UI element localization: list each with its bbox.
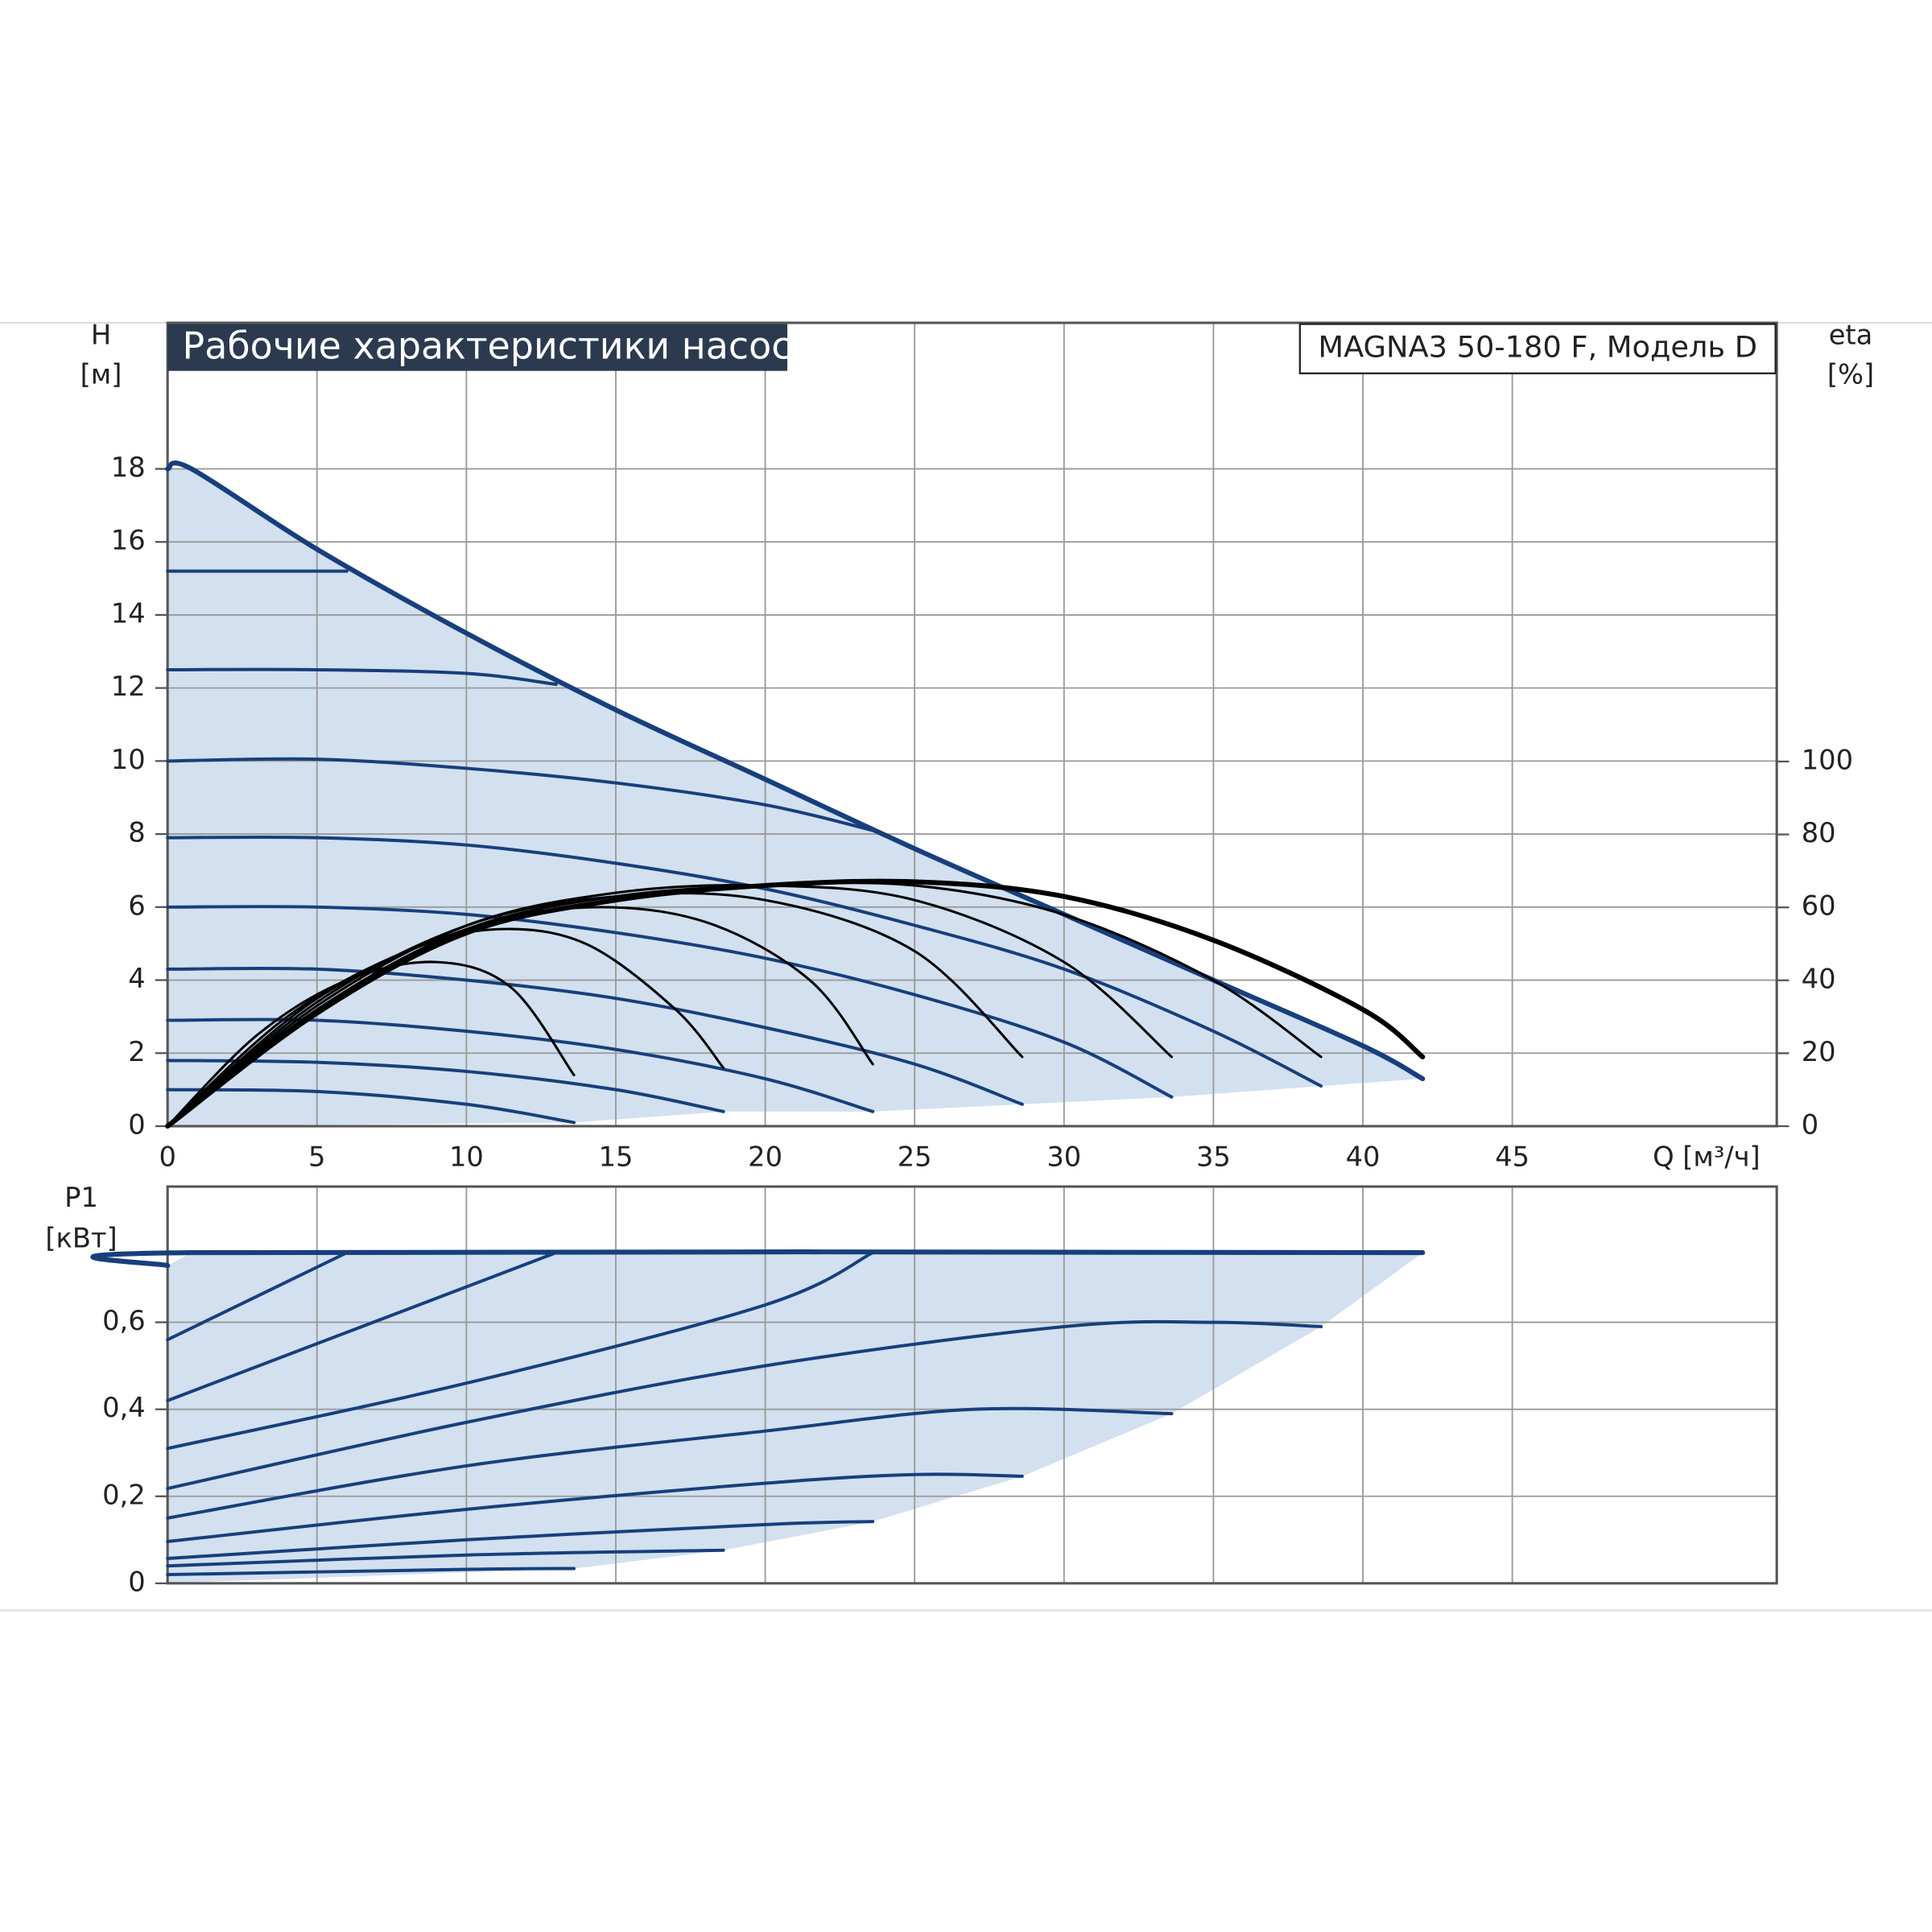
y2-tick-label: 40 bbox=[1802, 963, 1836, 994]
y-tick-label: 0,6 bbox=[102, 1305, 146, 1336]
operating-area bbox=[167, 1253, 1423, 1583]
x-tick-label: 25 bbox=[898, 1141, 932, 1172]
head-curve bbox=[166, 905, 1174, 1099]
y-tick-label: 14 bbox=[111, 597, 146, 629]
y-axis-name: H bbox=[91, 319, 111, 350]
x-tick-label: 35 bbox=[1196, 1141, 1231, 1172]
y2-axis-unit: [%] bbox=[1827, 358, 1874, 390]
y2-tick-label: 0 bbox=[1802, 1108, 1818, 1140]
model-label: MAGNA3 50-180 F, Модель D bbox=[1318, 330, 1757, 365]
y-axis-unit: [кВт] bbox=[45, 1222, 117, 1253]
power-curve bbox=[166, 1251, 558, 1402]
x-tick-label: 20 bbox=[748, 1141, 782, 1172]
head-curve bbox=[166, 1059, 725, 1113]
x-tick-label: 30 bbox=[1046, 1141, 1081, 1172]
y-tick-label: 4 bbox=[128, 963, 145, 994]
power-curve bbox=[166, 1472, 1024, 1543]
x-tick-label: 5 bbox=[308, 1141, 325, 1172]
power-curve bbox=[166, 1548, 725, 1568]
y-axis-unit: [м] bbox=[80, 358, 122, 390]
efficiency-curve bbox=[166, 884, 1173, 1128]
plot-frame bbox=[166, 1185, 1778, 1585]
power-curve bbox=[166, 1319, 1323, 1491]
x-tick-label: 10 bbox=[449, 1141, 484, 1172]
head-curve bbox=[165, 460, 1426, 1082]
y-tick-label: 6 bbox=[128, 890, 145, 921]
head-curve bbox=[166, 1088, 576, 1125]
power-curve bbox=[90, 1249, 1426, 1269]
y-tick-label: 16 bbox=[111, 525, 146, 556]
y2-tick-label: 60 bbox=[1802, 890, 1836, 922]
operating-area bbox=[167, 469, 1423, 1126]
head-curve bbox=[166, 835, 1323, 1088]
head-curve bbox=[166, 966, 1024, 1106]
y-tick-label: 10 bbox=[111, 744, 146, 775]
power-curve bbox=[166, 1251, 349, 1342]
head-curve bbox=[166, 757, 875, 832]
y-axis-name: P1 bbox=[64, 1182, 98, 1213]
model-box bbox=[1298, 323, 1777, 374]
power-curve bbox=[166, 1567, 576, 1577]
y2-tick-label: 20 bbox=[1802, 1036, 1836, 1067]
y-tick-label: 18 bbox=[111, 452, 146, 483]
y-tick-label: 8 bbox=[128, 817, 145, 848]
y-tick-label: 0,2 bbox=[102, 1479, 146, 1510]
plot-frame bbox=[166, 321, 1778, 1128]
y2-tick-label: 80 bbox=[1802, 817, 1836, 848]
plot-layer: 0 5 10 15 20 25 30 35 40 45 0 2 4 6 8 10 12 14 16 18 0 20 40 60… bbox=[90, 321, 1853, 1597]
head-curve bbox=[166, 667, 558, 687]
y-tick-label: 0 bbox=[128, 1108, 145, 1140]
chart-title: Рабочие характеристики насоса bbox=[183, 324, 815, 368]
y-tick-label: 0,4 bbox=[102, 1392, 146, 1423]
x-tick-label: 0 bbox=[159, 1141, 175, 1172]
power-curve bbox=[166, 1406, 1174, 1520]
title-box bbox=[167, 324, 788, 371]
x-tick-label: 40 bbox=[1346, 1141, 1381, 1172]
power-curve bbox=[166, 1520, 875, 1561]
x-tick-label: 15 bbox=[599, 1141, 634, 1172]
efficiency-curve bbox=[165, 878, 1426, 1129]
y2-tick-label: 100 bbox=[1802, 744, 1853, 775]
power-curve bbox=[166, 1251, 875, 1451]
x-axis-label: Q [м³/ч] bbox=[1653, 1141, 1761, 1172]
y-tick-label: 12 bbox=[111, 671, 146, 702]
y-tick-label: 2 bbox=[128, 1036, 145, 1067]
y2-axis-name: eta bbox=[1829, 319, 1873, 350]
y-tick-label: 0 bbox=[128, 1566, 145, 1597]
x-tick-label: 45 bbox=[1495, 1141, 1530, 1172]
